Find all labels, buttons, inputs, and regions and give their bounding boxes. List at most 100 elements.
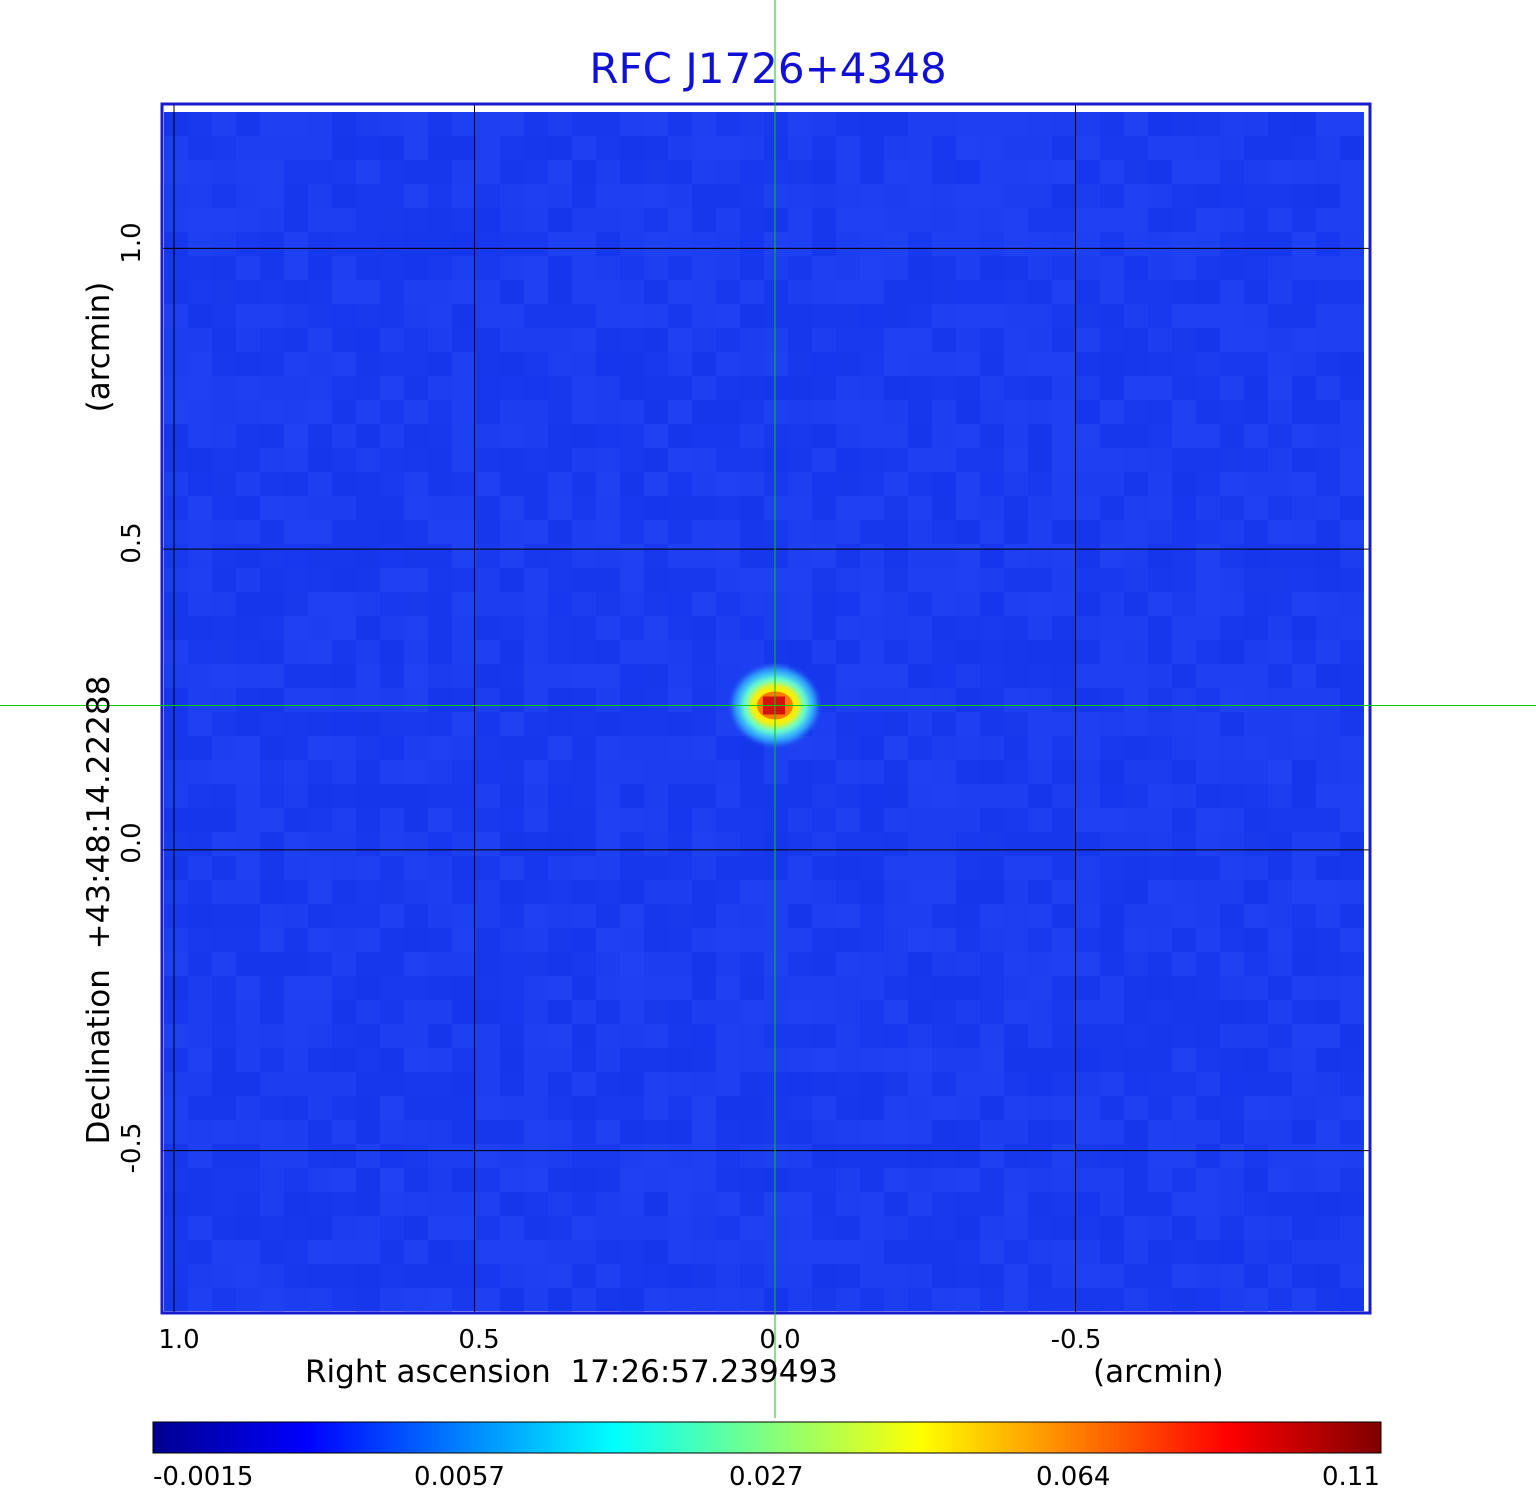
noise-cell	[380, 904, 404, 928]
noise-cell	[548, 880, 572, 904]
noise-cell	[980, 784, 1004, 808]
noise-cell	[956, 1192, 980, 1216]
noise-cell	[620, 1024, 644, 1048]
noise-cell	[164, 1024, 188, 1048]
noise-cell	[1076, 1240, 1100, 1264]
noise-cell	[164, 352, 188, 376]
noise-cell	[1052, 952, 1076, 976]
noise-cell	[1124, 448, 1148, 472]
noise-cell	[404, 1144, 428, 1168]
noise-cell	[428, 1048, 452, 1072]
noise-cell	[1004, 1192, 1028, 1216]
noise-cell	[668, 640, 692, 664]
noise-cell	[908, 1072, 932, 1096]
noise-cell	[740, 544, 764, 568]
noise-cell	[1196, 280, 1220, 304]
noise-cell	[1292, 1240, 1316, 1264]
noise-cell	[860, 256, 884, 280]
noise-cell	[404, 544, 428, 568]
noise-cell	[404, 760, 428, 784]
noise-cell	[620, 1000, 644, 1024]
noise-cell	[620, 520, 644, 544]
noise-cell	[596, 424, 620, 448]
noise-cell	[1220, 328, 1244, 352]
noise-cell	[644, 1240, 668, 1264]
noise-cell	[764, 952, 788, 976]
noise-cell	[884, 1000, 908, 1024]
noise-cell	[1148, 880, 1172, 904]
noise-cell	[980, 1072, 1004, 1096]
noise-cell	[1220, 256, 1244, 280]
noise-cell	[188, 640, 212, 664]
noise-cell	[572, 808, 596, 832]
noise-cell	[500, 568, 524, 592]
noise-cell	[1004, 352, 1028, 376]
noise-cell	[524, 880, 548, 904]
noise-cell	[524, 664, 548, 688]
noise-cell	[1052, 280, 1076, 304]
noise-cell	[548, 424, 572, 448]
noise-cell	[548, 760, 572, 784]
noise-cell	[860, 952, 884, 976]
noise-cell	[1004, 880, 1028, 904]
noise-cell	[932, 376, 956, 400]
noise-cell	[908, 952, 932, 976]
noise-cell	[668, 904, 692, 928]
noise-cell	[1196, 160, 1220, 184]
noise-cell	[548, 136, 572, 160]
noise-cell	[1196, 520, 1220, 544]
noise-cell	[332, 280, 356, 304]
noise-cell	[932, 832, 956, 856]
noise-cell	[1340, 640, 1364, 664]
noise-cell	[572, 424, 596, 448]
noise-cell	[812, 760, 836, 784]
noise-cell	[284, 592, 308, 616]
noise-cell	[428, 1240, 452, 1264]
noise-cell	[812, 1120, 836, 1144]
noise-cell	[716, 544, 740, 568]
noise-cell	[1220, 1120, 1244, 1144]
noise-cell	[1028, 352, 1052, 376]
noise-cell	[1076, 1096, 1100, 1120]
noise-cell	[1076, 784, 1100, 808]
noise-cell	[644, 856, 668, 880]
noise-cell	[980, 616, 1004, 640]
noise-cell	[1148, 856, 1172, 880]
noise-cell	[500, 472, 524, 496]
noise-cell	[260, 136, 284, 160]
noise-cell	[452, 424, 476, 448]
noise-cell	[812, 1024, 836, 1048]
noise-cell	[356, 760, 380, 784]
noise-cell	[1052, 1048, 1076, 1072]
noise-cell	[1196, 952, 1220, 976]
noise-cell	[236, 184, 260, 208]
noise-cell	[1172, 1216, 1196, 1240]
noise-cell	[428, 1096, 452, 1120]
noise-cell	[1196, 400, 1220, 424]
noise-cell	[740, 760, 764, 784]
noise-cell	[1148, 688, 1172, 712]
noise-cell	[860, 1024, 884, 1048]
noise-cell	[380, 592, 404, 616]
noise-cell	[1028, 1000, 1052, 1024]
noise-cell	[908, 160, 932, 184]
noise-cell	[1076, 1264, 1100, 1288]
noise-cell	[164, 280, 188, 304]
noise-cell	[1220, 424, 1244, 448]
noise-cell	[452, 1168, 476, 1192]
noise-cell	[1100, 1144, 1124, 1168]
noise-cell	[692, 496, 716, 520]
noise-cell	[644, 664, 668, 688]
noise-cell	[164, 328, 188, 352]
noise-cell	[1076, 1024, 1100, 1048]
x-axis-label: Right ascension 17:26:57.239493	[305, 1354, 838, 1390]
noise-cell	[1052, 904, 1076, 928]
noise-cell	[1076, 208, 1100, 232]
noise-cell	[908, 496, 932, 520]
noise-cell	[1004, 304, 1028, 328]
noise-cell	[812, 568, 836, 592]
noise-cell	[212, 1096, 236, 1120]
noise-cell	[1172, 136, 1196, 160]
noise-cell	[236, 208, 260, 232]
